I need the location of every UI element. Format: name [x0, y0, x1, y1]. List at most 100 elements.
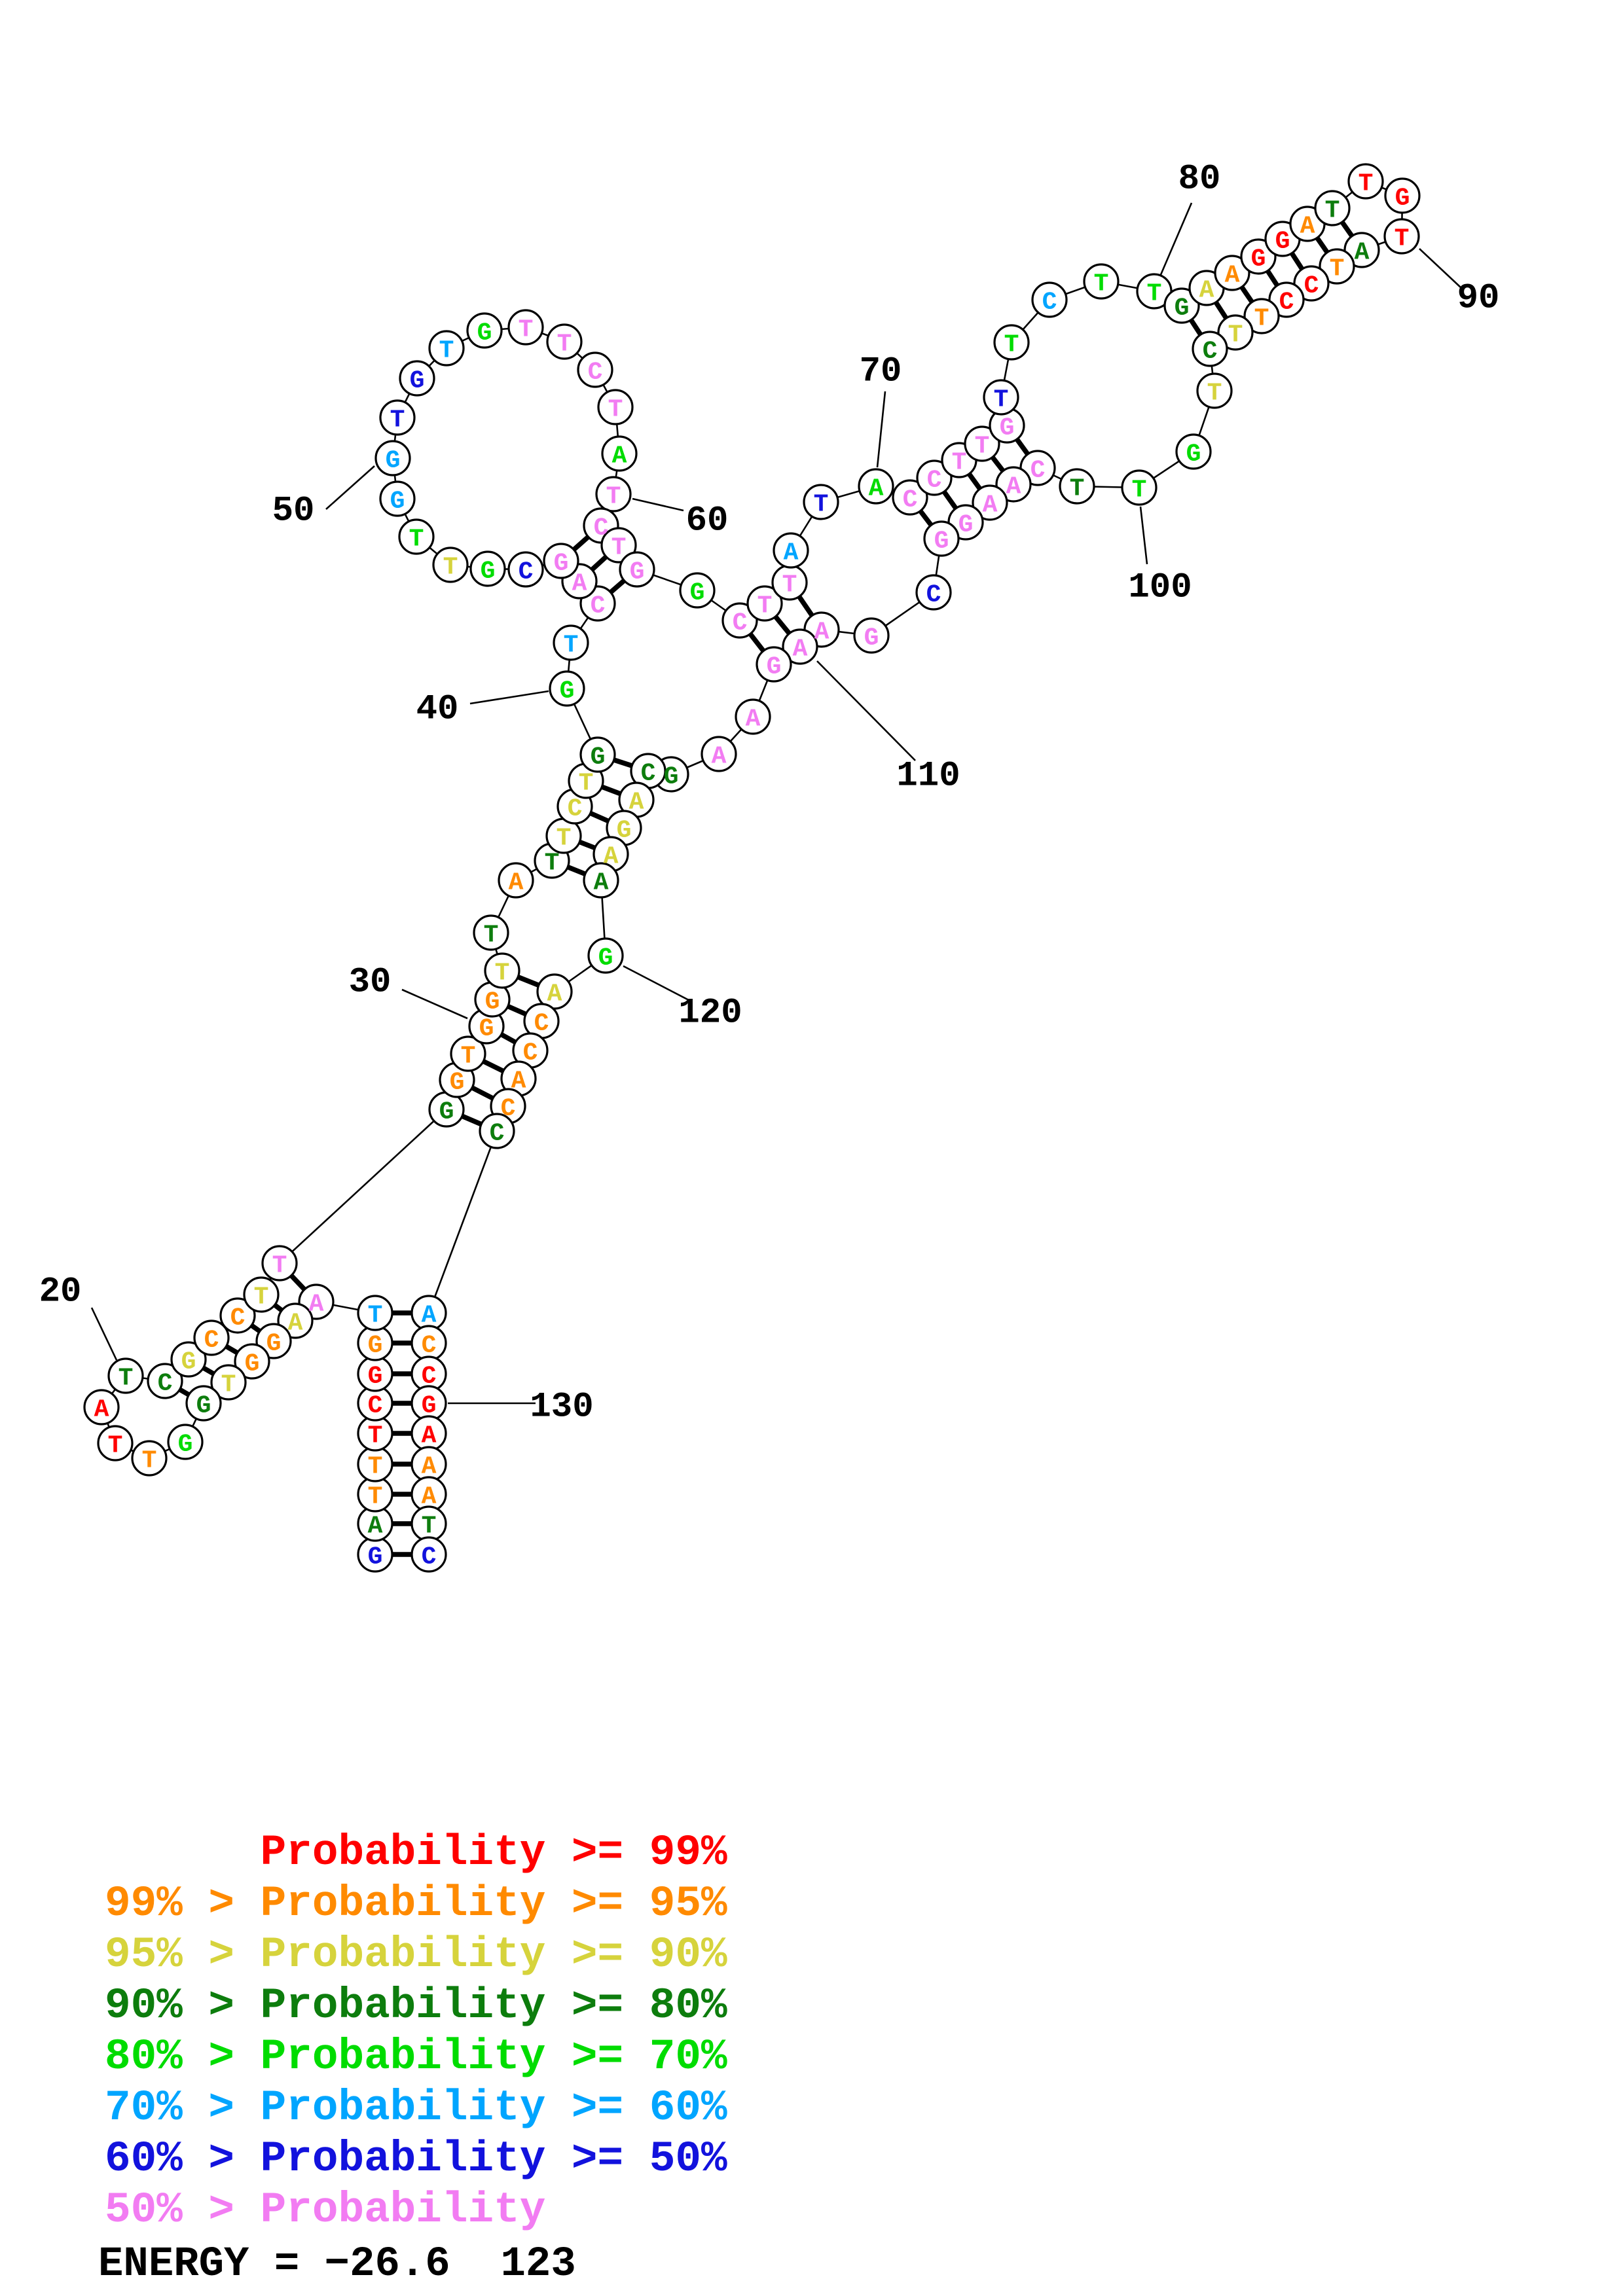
label-leader-line: [632, 497, 684, 512]
nucleotide-circle: [803, 484, 839, 520]
nucleotide-circle: [1268, 281, 1305, 318]
nucleotide-letter: T: [1330, 255, 1345, 283]
label-leader-line: [401, 988, 468, 1020]
nucleotide-circle: [915, 574, 952, 611]
nucleotide-letter: C: [568, 795, 583, 823]
nucleotide-letter: G: [1251, 245, 1266, 274]
energy-text: ENERGY = −26.6 123: [98, 2241, 576, 2288]
nucleotide-letter: C: [158, 1370, 173, 1398]
nucleotide-letter: T: [1207, 380, 1222, 408]
label-leader-line: [1159, 202, 1193, 277]
nucleotide-circle: [243, 1276, 280, 1313]
nucleotide-letter: T: [556, 825, 572, 853]
nucleotide-letter: A: [784, 539, 799, 567]
nucleotide-letter: C: [903, 486, 918, 514]
nucleotide-circle: [1343, 232, 1380, 268]
nucleotide-letter: T: [608, 396, 623, 424]
nucleotide-letter: T: [975, 433, 990, 461]
nucleotide-circle: [577, 351, 613, 388]
nucleotide-circle: [1384, 177, 1421, 214]
backbone-line: [428, 1130, 498, 1314]
nucleotide-letter: A: [1300, 213, 1315, 241]
nucleotide-letter: T: [1228, 321, 1243, 350]
nucleotide-circle: [892, 479, 928, 516]
nucleotide-circle: [147, 1363, 183, 1399]
nucleotide-circle: [587, 937, 624, 974]
nucleotide-circle: [234, 1343, 270, 1380]
nucleotide-circle: [170, 1341, 207, 1378]
nucleotide-letter: T: [814, 491, 829, 519]
nucleotide-letter: C: [368, 1392, 383, 1420]
nucleotide-letter: G: [664, 763, 679, 791]
nucleotide-letter: T: [994, 386, 1009, 414]
nucleotide-circle: [1240, 238, 1277, 275]
nucleotide-letter: T: [782, 571, 797, 600]
nucleotide-letter: T: [495, 960, 510, 988]
nucleotide-letter: A: [612, 442, 627, 471]
nucleotide-letter: T: [1359, 170, 1374, 198]
nucleotide-letter: G: [479, 1015, 494, 1043]
nucleotide-letter: G: [1186, 440, 1201, 469]
position-labels: 20 30 40 50 60 70 80 90 100 110 120 130: [39, 159, 1500, 1427]
nucleotide-circle: [1243, 298, 1280, 334]
nucleotide-circle: [469, 550, 506, 587]
nucleotide-circle: [1217, 314, 1254, 351]
nucleotide-letter: T: [108, 1432, 123, 1460]
nucleotide-circle: [1293, 265, 1330, 302]
nucleotide-letter: T: [409, 526, 424, 554]
nucleotide-circle: [1347, 163, 1384, 200]
position-label: 130: [530, 1387, 593, 1427]
nucleotide-letter: G: [196, 1392, 211, 1420]
base-pair-bonds: [164, 206, 1364, 1557]
nucleotide-circle: [357, 1295, 393, 1331]
nucleotide-letter: T: [757, 592, 773, 620]
nucleotide-circle: [507, 309, 544, 346]
nucleotide-letter: G: [554, 550, 569, 578]
nucleotide-circles: [83, 163, 1421, 1573]
nucleotide-letter: G: [181, 1348, 196, 1376]
nucleotide-letter: G: [439, 1098, 454, 1126]
nucleotide-letter: G: [1175, 295, 1190, 323]
nucleotide-letter: C: [926, 581, 941, 609]
nucleotide-letter: A: [368, 1513, 383, 1541]
nucleotide-circle: [261, 1245, 298, 1282]
nucleotide-circle: [1031, 281, 1068, 318]
nucleotide-circle: [131, 1440, 168, 1477]
nucleotide-circle: [1319, 248, 1355, 285]
nucleotide-letter: T: [221, 1371, 236, 1399]
nucleotide-circle: [450, 1035, 486, 1072]
nucleotide-circle: [916, 459, 953, 496]
nucleotide-letter: C: [422, 1363, 437, 1391]
nucleotide-letter: T: [1132, 476, 1147, 505]
nucleotide-letter: T: [1254, 305, 1269, 333]
position-label: 40: [416, 689, 459, 729]
nucleotide-letter: C: [641, 760, 656, 788]
nucleotide-circle: [601, 435, 638, 472]
nucleotide-letter: T: [484, 922, 499, 950]
nucleotide-letter: T: [519, 316, 534, 344]
position-label: 70: [860, 351, 902, 391]
nucleotide-circle: [756, 646, 792, 683]
nucleotide-circle: [1121, 469, 1158, 506]
nucleotide-letter: C: [519, 558, 534, 586]
nucleotide-circle: [432, 547, 469, 583]
nucleotide-circle: [972, 484, 1008, 521]
nucleotide-letter: T: [368, 1302, 383, 1330]
position-label: 60: [686, 501, 729, 541]
nucleotide-letter: T: [142, 1447, 157, 1475]
nucleotide-circle: [773, 532, 809, 569]
nucleotide-letter: G: [1395, 185, 1410, 213]
nucleotide-letter: C: [501, 1095, 516, 1123]
label-leader-line: [325, 465, 375, 510]
position-label: 30: [349, 962, 392, 1002]
nucleotide-letter: C: [594, 514, 609, 543]
label-leader-line: [1419, 248, 1462, 289]
label-leader-line: [623, 965, 689, 1001]
nucleotide-letter: G: [481, 558, 496, 586]
nucleotide-circle: [983, 379, 1019, 416]
nucleotide-circle: [546, 323, 583, 360]
nucleotide-letter: G: [368, 1543, 383, 1571]
nucleotide-letter: T: [254, 1283, 269, 1312]
nucleotide-letter: G: [390, 488, 405, 516]
